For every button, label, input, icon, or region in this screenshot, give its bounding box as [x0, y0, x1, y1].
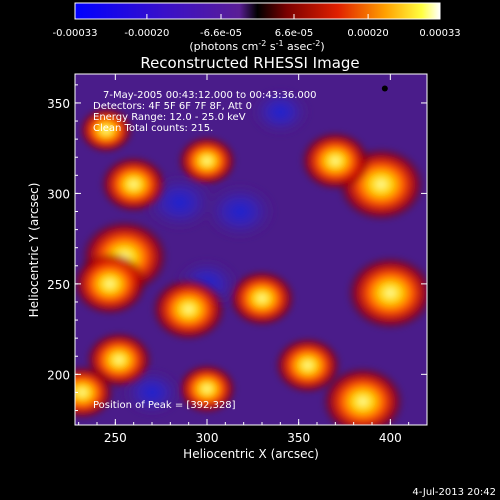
heatmap-hot-region [177, 363, 237, 415]
x-tick-label: 250 [104, 431, 127, 445]
heatmap-hot-region [321, 366, 405, 425]
annotation-line: 7-May-2005 00:43:12.000 to 00:43:36.000 [103, 90, 316, 101]
x-tick-label: 350 [287, 431, 310, 445]
heatmap-hot-region [78, 106, 134, 154]
colorbar-unit-label: (photons cm-2 s-1 asec-2) [189, 39, 324, 53]
colorbar-tick-label: -0.00033 [53, 28, 98, 39]
annotation-line: Clean Total counts: 215. [93, 123, 213, 134]
heatmap-hot-region [177, 135, 237, 187]
y-tick-label: 350 [47, 97, 70, 111]
peak-position-label: Position of Peak = [392,328] [93, 400, 236, 411]
heatmap-cold-region [203, 182, 277, 241]
chart-title: Reconstructed RHESSI Image [140, 54, 359, 72]
colorbar-tick-label: 0.00020 [347, 28, 388, 39]
y-axis-ticks: 200 250 300 350 [47, 84, 427, 412]
y-axis-label: Heliocentric Y (arcsec) [27, 183, 41, 318]
colorbar-tick-label: -6.6e-05 [200, 28, 242, 39]
plot-frame [74, 73, 428, 426]
peak-dot [381, 85, 388, 92]
colorbar-tick-label: 6.6e-05 [275, 28, 313, 39]
heatmap-cold-region [250, 87, 311, 137]
y-tick-label: 250 [47, 278, 70, 292]
heatmap-hot-region [274, 336, 342, 394]
heatmap-hot-region [228, 269, 296, 328]
heatmap-hot-region [300, 130, 371, 191]
y-tick-label: 200 [47, 368, 70, 382]
x-axis-label: Heliocentric X (arcsec) [183, 447, 319, 461]
observation-annotations: 7-May-2005 00:43:12.000 to 00:43:36.000D… [93, 90, 316, 134]
timestamp-label: 4-Jul-2013 20:42 [412, 487, 496, 498]
x-tick-label: 300 [196, 431, 219, 445]
heatmap-hot-region [99, 155, 168, 214]
heatmap-image [75, 87, 427, 425]
heatmap-hot-region [346, 255, 427, 331]
annotation-line: Energy Range: 12.0 - 25.0 keV [93, 112, 246, 123]
y-tick-label: 300 [47, 187, 70, 201]
heatmap-hot-region [150, 277, 227, 342]
x-axis-ticks: 250 300 350 400 [78, 74, 428, 445]
heatmap-hot-region [75, 365, 115, 420]
heatmap-hot-region [75, 251, 148, 316]
colorbar [74, 2, 441, 20]
peak-marker [381, 85, 388, 92]
colorbar-tick-label: -0.00020 [124, 28, 169, 39]
x-tick-label: 400 [379, 431, 402, 445]
colorbar-ticks: -0.00033 -0.00020 -6.6e-05 6.6e-05 0.00020 0.… [53, 14, 461, 39]
colorbar-tick-label: 0.00033 [419, 28, 460, 39]
annotation-line: Detectors: 4F 5F 6F 7F 8F, Att 0 [93, 101, 252, 112]
